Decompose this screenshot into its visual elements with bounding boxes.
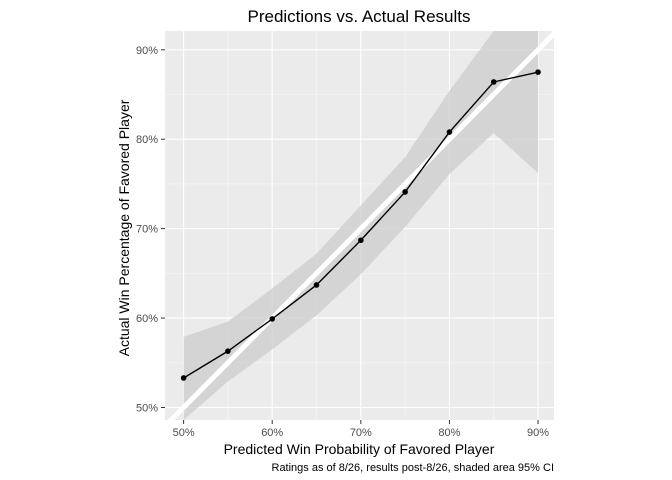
- x-tick-label: 90%: [527, 427, 549, 439]
- data-point: [358, 237, 364, 244]
- x-axis: 50% 60% 70% 80% 90%: [173, 420, 549, 439]
- data-point: [490, 79, 497, 85]
- data-point: [402, 189, 408, 195]
- reference-line: [167, 31, 554, 420]
- y-axis-title: Actual Win Percentage of Favored Player: [116, 99, 132, 356]
- y-tick-label: 60%: [136, 313, 158, 325]
- x-tick-label: 50%: [173, 427, 195, 439]
- y-tick-label: 90%: [136, 45, 158, 57]
- x-tick-label: 80%: [438, 427, 460, 439]
- data-point: [446, 129, 453, 135]
- x-tick-label: 60%: [261, 427, 283, 439]
- data-point: [313, 282, 320, 288]
- chart-caption: Ratings as of 8/26, results post-8/26, s…: [272, 462, 555, 474]
- data-point: [225, 348, 231, 354]
- chart-title: Predictions vs. Actual Results: [248, 7, 471, 26]
- data-point: [180, 375, 187, 381]
- x-tick-label: 70%: [350, 427, 372, 439]
- plot-panel: [165, 31, 554, 420]
- data-point: [535, 69, 541, 75]
- y-axis: 50% 60% 70% 80% 90%: [136, 45, 165, 414]
- y-tick-label: 50%: [136, 402, 158, 414]
- x-axis-title: Predicted Win Probability of Favored Pla…: [224, 441, 495, 457]
- y-tick-label: 80%: [136, 134, 158, 146]
- y-tick-label: 70%: [136, 224, 158, 236]
- data-point: [269, 316, 276, 322]
